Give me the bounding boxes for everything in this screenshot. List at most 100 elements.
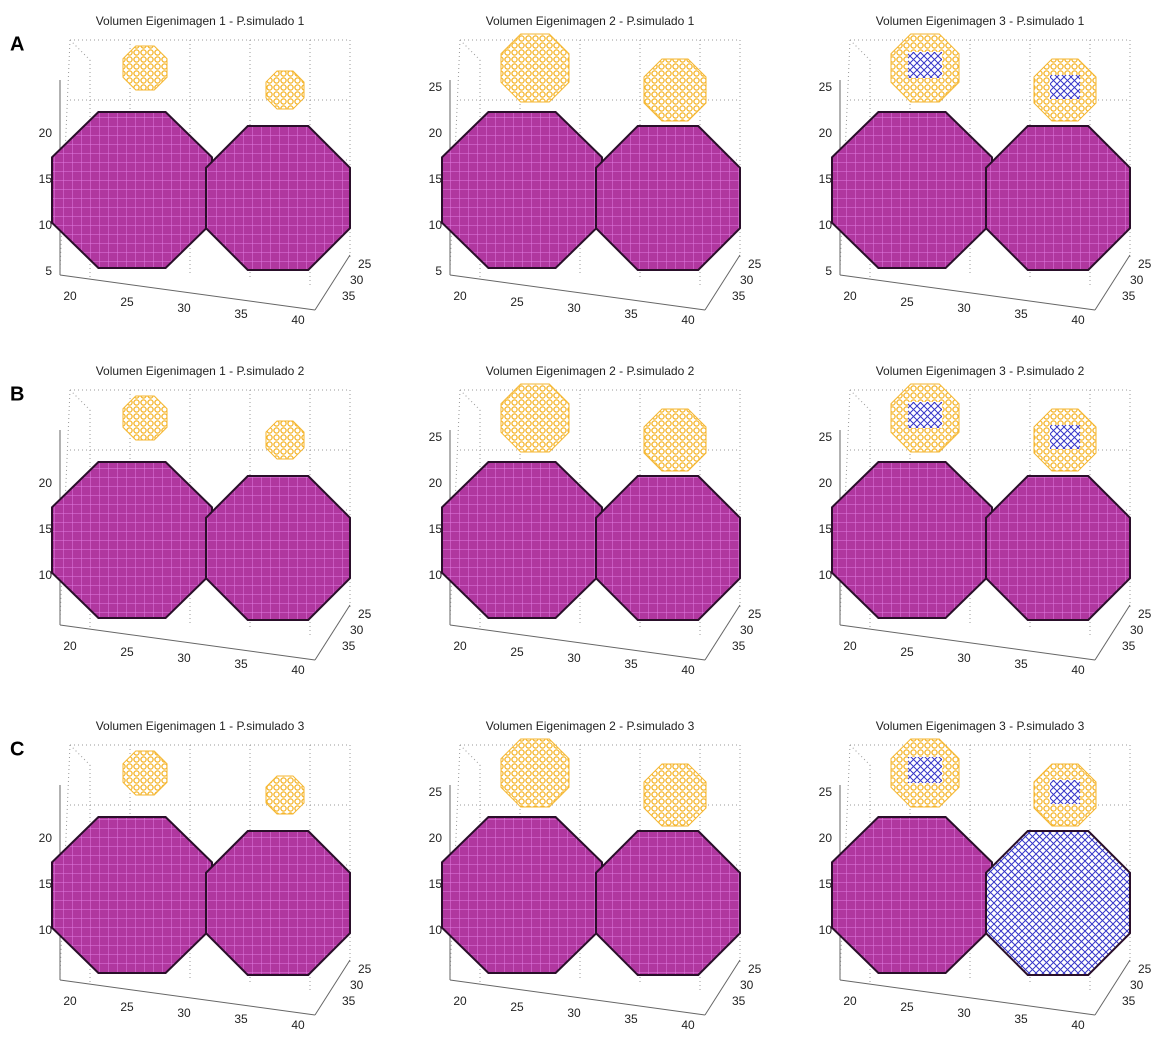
volume-core <box>1050 75 1080 99</box>
volume-core <box>1050 780 1080 804</box>
x-tick-label: 35 <box>234 1012 248 1026</box>
z-tick-label: 35 <box>732 639 746 653</box>
z-tick-label: 25 <box>1138 607 1152 621</box>
y-tick-label: 20 <box>429 476 443 490</box>
x-axis <box>449 274 706 311</box>
y-tick-label: 15 <box>429 522 443 536</box>
y-tick-label: 25 <box>819 80 833 94</box>
plot-title: Volumen Eigenimagen 2 - P.simulado 3 <box>486 719 695 733</box>
x-tick-label: 40 <box>291 663 305 677</box>
z-tick-label: 30 <box>1130 978 1144 992</box>
y-tick-label: 20 <box>819 476 833 490</box>
x-tick-label: 25 <box>510 1000 524 1014</box>
volume-large <box>51 461 213 619</box>
x-axis <box>839 979 1096 1016</box>
volume-core <box>1050 425 1080 449</box>
grid-line <box>459 39 481 61</box>
x-tick-label: 35 <box>624 1012 638 1026</box>
x-axis <box>449 979 706 1016</box>
z-tick-label: 30 <box>1130 623 1144 637</box>
z-tick-label: 25 <box>1138 962 1152 976</box>
z-axis <box>314 254 351 311</box>
y-tick-label: 10 <box>39 218 53 232</box>
z-tick-label: 35 <box>1122 994 1136 1008</box>
z-tick-label: 35 <box>342 639 356 653</box>
z-axis <box>314 604 351 661</box>
plot-title: Volumen Eigenimagen 1 - P.simulado 1 <box>96 14 305 28</box>
z-tick-label: 25 <box>1138 257 1152 271</box>
y-tick-label: 20 <box>429 126 443 140</box>
grid-line <box>69 389 91 411</box>
plot-title: Volumen Eigenimagen 3 - P.simulado 1 <box>876 14 1085 28</box>
grid-line <box>849 39 871 61</box>
z-tick-label: 35 <box>1122 639 1136 653</box>
x-tick-label: 20 <box>63 994 77 1008</box>
volume-small <box>643 58 707 122</box>
z-tick-label: 30 <box>740 273 754 287</box>
y-tick-label: 20 <box>429 831 443 845</box>
z-tick-label: 35 <box>732 994 746 1008</box>
grid-line <box>69 744 91 766</box>
volume-large <box>985 125 1131 271</box>
x-tick-label: 25 <box>900 645 914 659</box>
z-tick-label: 35 <box>1122 289 1136 303</box>
x-tick-label: 30 <box>567 651 581 665</box>
y-tick-label: 10 <box>429 568 443 582</box>
x-tick-label: 20 <box>843 639 857 653</box>
x-tick-label: 20 <box>453 994 467 1008</box>
volume-small <box>643 408 707 472</box>
x-tick-label: 35 <box>1014 307 1028 321</box>
x-tick-label: 40 <box>291 313 305 327</box>
x-tick-label: 30 <box>957 301 971 315</box>
x-tick-label: 40 <box>681 1018 695 1032</box>
volume-large <box>831 816 993 974</box>
plot-title: Volumen Eigenimagen 1 - P.simulado 3 <box>96 719 305 733</box>
z-tick-label: 35 <box>342 289 356 303</box>
plot-title: Volumen Eigenimagen 2 - P.simulado 2 <box>486 364 695 378</box>
y-tick-label: 15 <box>819 877 833 891</box>
y-tick-label: 15 <box>39 522 53 536</box>
y-tick-label: 20 <box>819 831 833 845</box>
x-tick-label: 25 <box>120 295 134 309</box>
z-tick-label: 30 <box>1130 273 1144 287</box>
y-tick-label: 25 <box>819 430 833 444</box>
x-tick-label: 20 <box>453 639 467 653</box>
x-tick-label: 35 <box>624 307 638 321</box>
y-tick-label: 10 <box>819 923 833 937</box>
x-tick-label: 40 <box>1071 663 1085 677</box>
z-tick-label: 30 <box>740 978 754 992</box>
z-axis <box>704 959 741 1016</box>
z-tick-label: 25 <box>358 607 372 621</box>
x-tick-label: 40 <box>681 663 695 677</box>
volume-small <box>265 70 305 110</box>
volume-large <box>205 125 351 271</box>
row-label: B <box>10 383 24 405</box>
z-tick-label: 25 <box>748 257 762 271</box>
volume-large <box>595 125 741 271</box>
z-tick-label: 25 <box>748 607 762 621</box>
plot-title: Volumen Eigenimagen 3 - P.simulado 2 <box>876 364 1085 378</box>
z-axis <box>704 604 741 661</box>
z-tick-label: 25 <box>748 962 762 976</box>
x-tick-label: 30 <box>177 651 191 665</box>
volume-large <box>205 475 351 621</box>
x-tick-label: 20 <box>843 289 857 303</box>
x-tick-label: 30 <box>567 1006 581 1020</box>
x-tick-label: 20 <box>843 994 857 1008</box>
volume-small <box>122 750 168 796</box>
y-tick-label: 10 <box>429 923 443 937</box>
grid-line <box>69 39 91 61</box>
volume-core <box>908 757 942 783</box>
y-tick-label: 5 <box>45 264 52 278</box>
z-tick-label: 35 <box>342 994 356 1008</box>
volume-large <box>51 816 213 974</box>
x-axis <box>839 274 1096 311</box>
volume-large <box>985 475 1131 621</box>
volume-large <box>595 475 741 621</box>
z-axis <box>704 254 741 311</box>
z-tick-label: 25 <box>358 962 372 976</box>
y-tick-label: 5 <box>435 264 442 278</box>
x-tick-label: 40 <box>681 313 695 327</box>
volume-large <box>441 461 603 619</box>
x-axis <box>59 979 316 1016</box>
